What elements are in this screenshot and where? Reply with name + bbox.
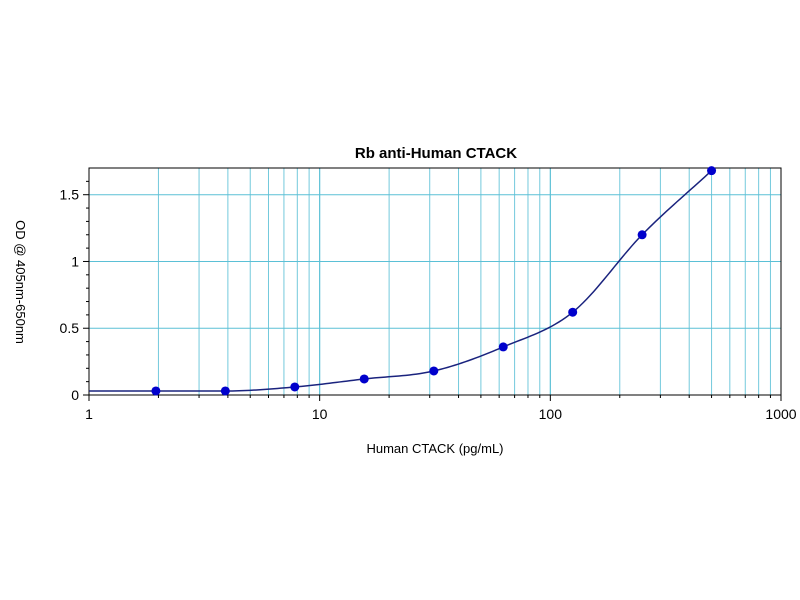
data-point	[359, 374, 369, 384]
plot-area-frame	[88, 167, 782, 396]
y-axis-label: OD @ 405nm-650nm	[13, 220, 28, 344]
data-point	[707, 166, 717, 176]
chart-title: Rb anti-Human CTACK	[355, 145, 517, 162]
grid-lines	[89, 168, 781, 395]
x-tick-label: 1	[85, 406, 93, 422]
x-tick-label: 1000	[765, 406, 796, 422]
y-tick-label: 1	[71, 253, 79, 269]
data-point	[429, 366, 439, 376]
x-tick-label: 100	[539, 406, 563, 422]
y-tick-label: 1.5	[60, 187, 80, 203]
axes: 0 0.5 1 1.5 1 10 100 1000	[60, 180, 797, 422]
data-point	[568, 307, 578, 317]
data-points	[151, 166, 717, 396]
x-axis-label: Human CTACK (pg/mL)	[366, 441, 503, 456]
x-tick-label: 10	[312, 406, 328, 422]
data-point	[290, 382, 300, 392]
y-tick-label: 0	[71, 387, 79, 403]
data-point	[220, 386, 230, 396]
data-point	[637, 230, 647, 240]
y-tick-label: 0.5	[60, 320, 80, 336]
data-point	[498, 342, 508, 352]
data-point	[151, 386, 161, 396]
